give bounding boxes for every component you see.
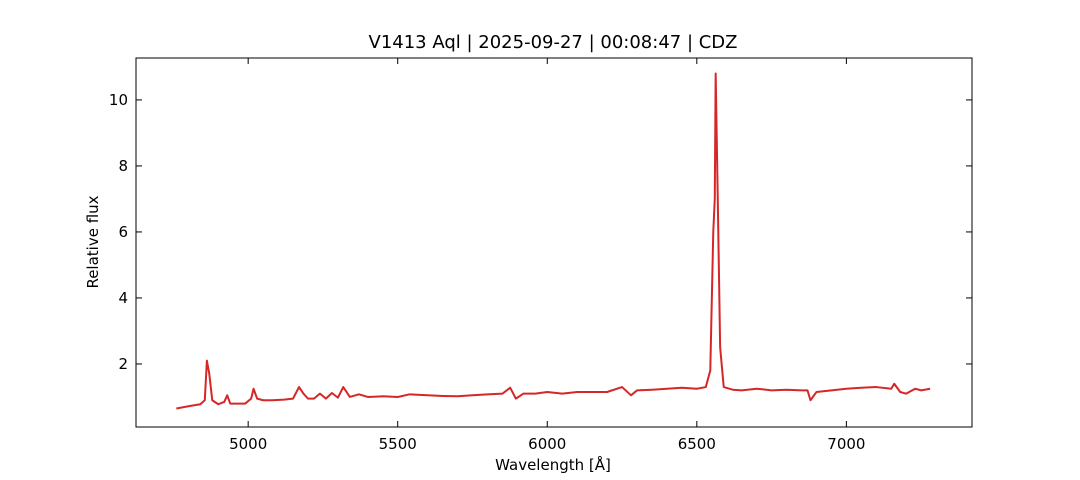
x-tick-label: 7000 — [827, 435, 865, 453]
chart-title: V1413 Aql | 2025-09-27 | 00:08:47 | CDZ — [369, 32, 738, 53]
spectrum-line — [176, 72, 931, 410]
x-tick-label: 6500 — [678, 435, 716, 453]
y-tick-label: 8 — [118, 157, 128, 175]
y-tick-label: 2 — [118, 355, 128, 373]
x-tick-label: 5000 — [229, 435, 267, 453]
y-tick-label: 4 — [118, 289, 128, 307]
plot-frame — [135, 57, 973, 428]
x-axis-label: Wavelength [Å] — [495, 455, 611, 474]
x-tick-label: 6000 — [528, 435, 566, 453]
x-tick-label: 5500 — [379, 435, 417, 453]
y-tick-label: 10 — [109, 91, 128, 109]
y-tick-label: 6 — [118, 223, 128, 241]
y-axis-label: Relative flux — [84, 195, 102, 288]
